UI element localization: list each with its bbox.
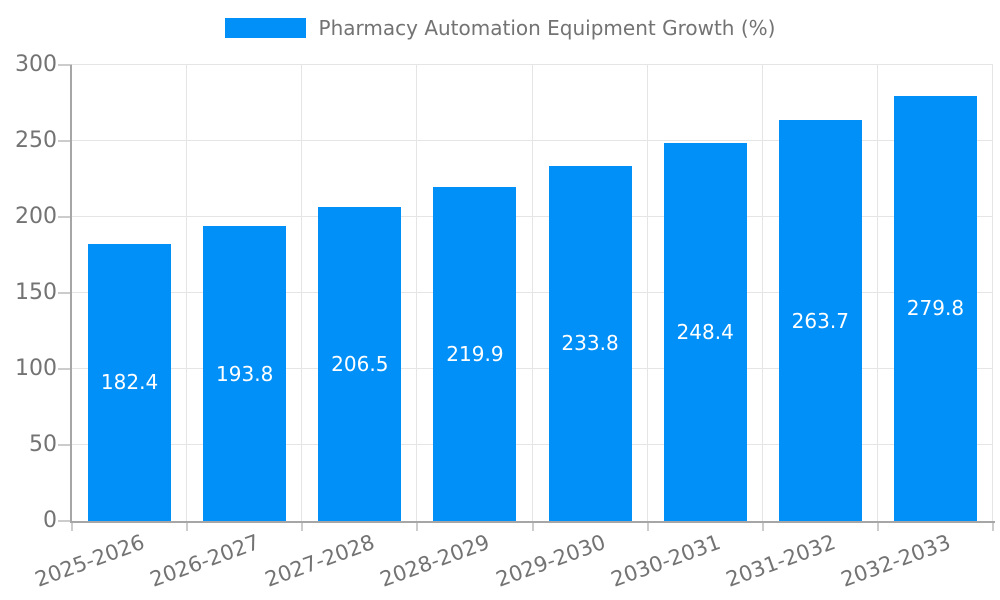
x-tick-label: 2025-2026 [31,530,148,592]
bar: 279.8 [893,95,977,521]
y-tick-label: 0 [43,508,57,533]
y-axis-line [70,65,72,523]
gridline-h [72,216,993,217]
x-tick-label: 2032-2033 [837,530,954,592]
x-tick-label: 2028-2029 [377,530,494,592]
gridline-v [186,65,188,521]
x-tick-label: 2031-2032 [722,530,839,592]
legend-label: Pharmacy Automation Equipment Growth (%) [318,16,776,40]
gridline-v [531,65,533,521]
y-tick-mark [58,216,72,218]
bar-value-label: 233.8 [561,331,619,356]
legend: Pharmacy Automation Equipment Growth (%) [0,16,1000,40]
bar: 263.7 [778,120,862,521]
gridline-h [72,140,993,141]
gridline-h [72,444,993,445]
x-tick-mark [876,523,879,531]
x-tick-mark [416,523,419,531]
y-tick-label: 50 [29,432,57,457]
gridline-v [876,65,878,521]
x-axis-line [70,521,995,523]
x-tick-label: 2029-2030 [492,530,609,592]
bar-value-label: 206.5 [331,352,389,377]
y-tick-label: 300 [15,52,57,77]
x-tick-mark [992,523,994,531]
x-tick-label: 2030-2031 [607,530,724,592]
bar-value-label: 193.8 [216,361,274,386]
y-tick-mark [58,140,72,142]
bar: 182.4 [88,243,172,521]
bar-value-label: 219.9 [446,341,504,366]
x-tick-mark [531,523,534,531]
gridline-h [72,292,993,293]
y-tick-label: 250 [15,128,57,153]
bar-value-label: 279.8 [906,296,965,321]
y-tick-label: 150 [15,280,57,305]
bar: 248.4 [663,143,747,521]
gridline-v [416,65,418,521]
gridline-v [646,65,648,521]
gridline-v [992,65,993,521]
bar: 206.5 [318,207,402,521]
y-tick-mark [58,444,72,446]
gridline-v [301,65,303,521]
y-tick-mark [58,520,72,522]
x-tick-mark [186,523,189,531]
gridline-h [72,64,993,65]
y-tick-label: 100 [15,356,57,381]
bar-value-label: 248.4 [676,320,734,345]
x-tick-mark [646,523,649,531]
gridline-h [72,368,993,369]
gridline-v [761,65,763,521]
x-tick-label: 2026-2027 [147,530,263,592]
bar-value-label: 182.4 [100,370,159,395]
bar: 193.8 [203,226,287,521]
y-tick-mark [58,64,72,66]
x-tick-mark [71,523,73,531]
bar-value-label: 263.7 [791,308,849,333]
x-tick-mark [301,523,304,531]
legend-swatch [224,18,306,38]
bar: 233.8 [548,165,632,521]
y-tick-mark [58,292,72,294]
y-tick-mark [58,368,72,370]
x-tick-mark [761,523,764,531]
x-tick-label: 2027-2028 [262,530,379,592]
bar: 219.9 [433,186,517,521]
y-tick-label: 200 [15,204,57,229]
